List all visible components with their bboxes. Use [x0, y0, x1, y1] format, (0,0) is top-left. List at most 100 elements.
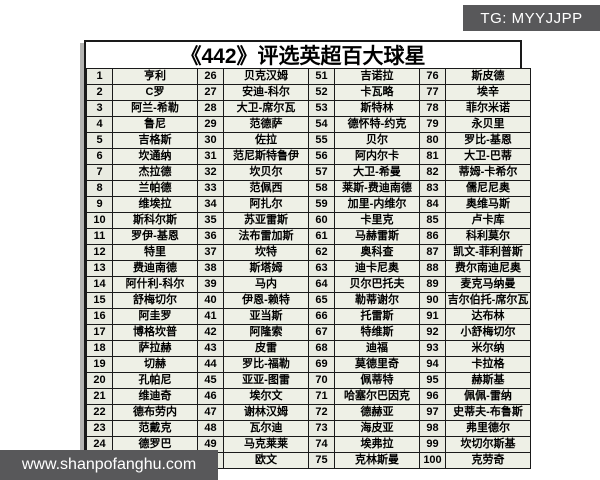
- player-name-cell: 勒蒂谢尔: [334, 292, 420, 309]
- player-name-cell: 罗伊-基恩: [112, 228, 198, 245]
- player-name-cell: 马赫雷斯: [334, 228, 420, 245]
- player-name-cell: 奥科查: [334, 244, 420, 261]
- rank-cell: 66: [308, 308, 335, 325]
- rank-cell: 81: [419, 148, 446, 165]
- player-name-cell: 德布劳内: [112, 404, 198, 421]
- player-name-cell: 大卫-席尔瓦: [223, 100, 309, 117]
- player-name-cell: 迪福: [334, 340, 420, 357]
- rank-cell: 55: [308, 132, 335, 149]
- rank-cell: 97: [419, 404, 446, 421]
- rank-cell: 12: [86, 244, 113, 261]
- rank-cell: 77: [419, 84, 446, 101]
- rank-cell: 88: [419, 260, 446, 277]
- player-name-cell: 费迪南德: [112, 260, 198, 277]
- player-name-cell: 莱斯-费迪南德: [334, 180, 420, 197]
- player-name-cell: 马克莱莱: [223, 436, 309, 453]
- rank-cell: 46: [197, 388, 224, 405]
- player-name-cell: 弗里德尔: [445, 420, 531, 437]
- table-row: 13 费迪南德 38 斯塔姆 63 迪卡尼奥 88 费尔南迪尼奥: [86, 260, 531, 277]
- player-name-cell: 维埃拉: [112, 196, 198, 213]
- table-row: 19 切赫 44 罗比-福勒 69 莫德里奇 94 卡拉格: [86, 356, 531, 373]
- player-name-cell: 科利莫尔: [445, 228, 531, 245]
- rank-cell: 30: [197, 132, 224, 149]
- rank-cell: 54: [308, 116, 335, 133]
- rank-cell: 58: [308, 180, 335, 197]
- player-name-cell: 卡瓦略: [334, 84, 420, 101]
- player-name-cell: 吉格斯: [112, 132, 198, 149]
- player-name-cell: 永贝里: [445, 116, 531, 133]
- player-name-cell: 托雷斯: [334, 308, 420, 325]
- rank-cell: 51: [308, 68, 335, 85]
- table-row: 17 博格坎普 42 阿隆索 67 特维斯 92 小舒梅切尔: [86, 324, 531, 341]
- rank-cell: 100: [419, 452, 446, 469]
- rank-cell: 85: [419, 212, 446, 229]
- player-name-cell: 埃尔文: [223, 388, 309, 405]
- table-row: 23 范戴克 48 瓦尔迪 73 海皮亚 98 弗里德尔: [86, 420, 531, 437]
- rank-cell: 56: [308, 148, 335, 165]
- rank-cell: 17: [86, 324, 113, 341]
- table-row: 8 兰帕德 33 范佩西 58 莱斯-费迪南德 83 儒尼尼奥: [86, 180, 531, 197]
- player-name-cell: 杰拉德: [112, 164, 198, 181]
- rank-cell: 76: [419, 68, 446, 85]
- rank-cell: 14: [86, 276, 113, 293]
- rank-cell: 69: [308, 356, 335, 373]
- table-row: 7 杰拉德 32 坎贝尔 57 大卫-希曼 82 蒂姆-卡希尔: [86, 164, 531, 181]
- player-name-cell: 坎通纳: [112, 148, 198, 165]
- rank-cell: 9: [86, 196, 113, 213]
- player-name-cell: 佩佩-雷纳: [445, 388, 531, 405]
- player-name-cell: 欧文: [223, 452, 309, 469]
- player-name-cell: 达布林: [445, 308, 531, 325]
- rank-cell: 45: [197, 372, 224, 389]
- rank-cell: 80: [419, 132, 446, 149]
- rank-cell: 67: [308, 324, 335, 341]
- watermark-url: www.shanpofanghu.com: [21, 456, 197, 473]
- player-name-cell: 佩蒂特: [334, 372, 420, 389]
- rank-cell: 18: [86, 340, 113, 357]
- player-name-cell: 佐拉: [223, 132, 309, 149]
- rank-cell: 37: [197, 244, 224, 261]
- rank-cell: 82: [419, 164, 446, 181]
- table-body: 1 亨利 26 贝克汉姆 51 吉诺拉 76 斯皮德 2 C罗 27 安迪-科尔 52 卡瓦略 77 埃辛 3 阿…: [86, 68, 531, 469]
- rank-cell: 84: [419, 196, 446, 213]
- player-name-cell: 罗比-福勒: [223, 356, 309, 373]
- player-name-cell: 贝克汉姆: [223, 68, 309, 85]
- player-name-cell: 瓦尔迪: [223, 420, 309, 437]
- table-row: 2 C罗 27 安迪-科尔 52 卡瓦略 77 埃辛: [86, 84, 531, 101]
- rank-cell: 8: [86, 180, 113, 197]
- rank-cell: 62: [308, 244, 335, 261]
- player-name-cell: 斯特林: [334, 100, 420, 117]
- rank-cell: 31: [197, 148, 224, 165]
- rank-cell: 59: [308, 196, 335, 213]
- rank-cell: 39: [197, 276, 224, 293]
- player-name-cell: 鲁尼: [112, 116, 198, 133]
- rank-cell: 64: [308, 276, 335, 293]
- rank-cell: 43: [197, 340, 224, 357]
- rank-cell: 44: [197, 356, 224, 373]
- rank-cell: 42: [197, 324, 224, 341]
- rank-cell: 47: [197, 404, 224, 421]
- player-name-cell: 亚亚-图雷: [223, 372, 309, 389]
- table-row: 12 特里 37 坎特 62 奥科查 87 凯文-菲利普斯: [86, 244, 531, 261]
- player-name-cell: 加里-内维尔: [334, 196, 420, 213]
- player-name-cell: 小舒梅切尔: [445, 324, 531, 341]
- player-name-cell: 德罗巴: [112, 436, 198, 453]
- player-name-cell: 菲尔米诺: [445, 100, 531, 117]
- rank-cell: 99: [419, 436, 446, 453]
- rank-cell: 33: [197, 180, 224, 197]
- tg-contact-badge: TG: MYYJJPP: [463, 5, 600, 31]
- rank-cell: 23: [86, 420, 113, 437]
- table-row: 14 阿什利-科尔 39 马内 64 贝尔巴托夫 89 麦克马纳曼: [86, 276, 531, 293]
- player-name-cell: 克林斯曼: [334, 452, 420, 469]
- rank-cell: 22: [86, 404, 113, 421]
- player-name-cell: 莫德里奇: [334, 356, 420, 373]
- player-name-cell: 特里: [112, 244, 198, 261]
- rank-cell: 28: [197, 100, 224, 117]
- table-row: 20 孔帕尼 45 亚亚-图雷 70 佩蒂特 95 赫斯基: [86, 372, 531, 389]
- player-name-cell: 安迪-科尔: [223, 84, 309, 101]
- player-name-cell: 范佩西: [223, 180, 309, 197]
- player-name-cell: 法布雷加斯: [223, 228, 309, 245]
- player-name-cell: 亚当斯: [223, 308, 309, 325]
- rank-cell: 4: [86, 116, 113, 133]
- player-name-cell: 大卫-希曼: [334, 164, 420, 181]
- rank-cell: 57: [308, 164, 335, 181]
